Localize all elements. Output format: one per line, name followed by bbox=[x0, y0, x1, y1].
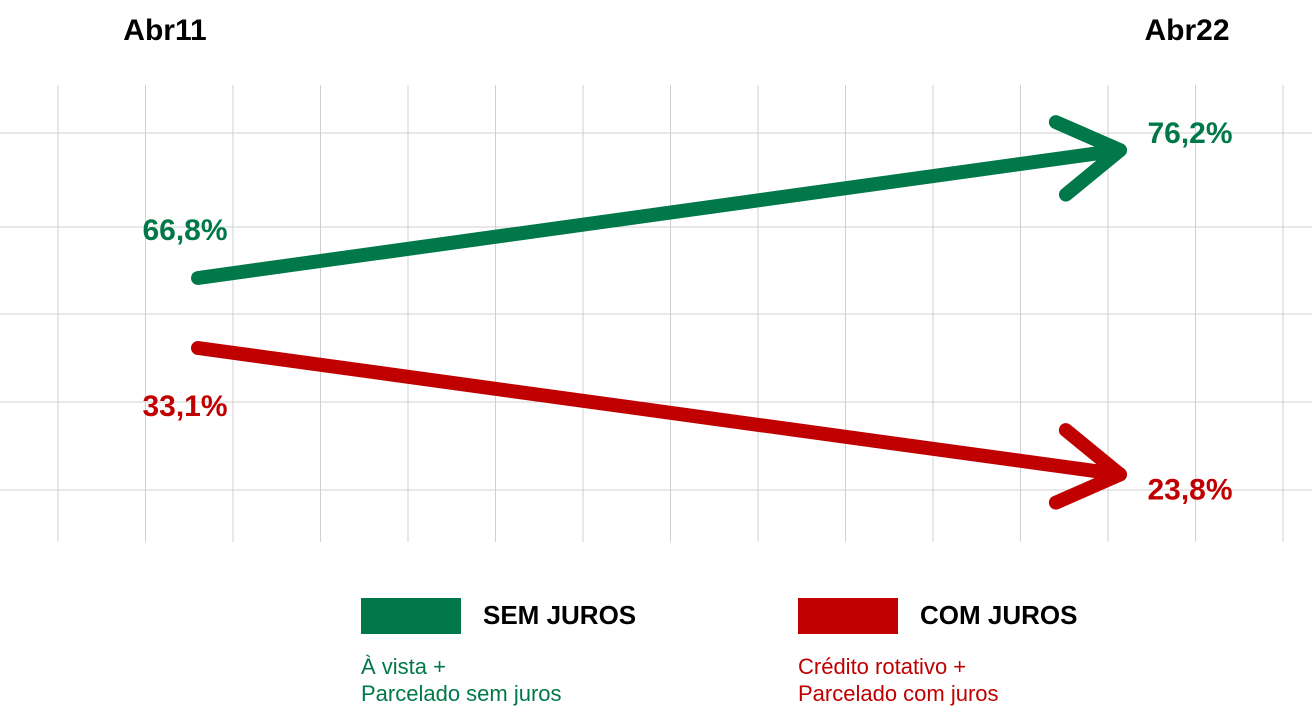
legend-swatch bbox=[798, 598, 898, 634]
value-label: 66,8% bbox=[142, 214, 227, 247]
arrow-head bbox=[1048, 115, 1127, 202]
slope-line bbox=[191, 341, 1127, 482]
legend-note: À vista + bbox=[361, 654, 446, 679]
legend-note: Parcelado sem juros bbox=[361, 681, 562, 706]
legend-note: Crédito rotativo + bbox=[798, 654, 966, 679]
value-label: 33,1% bbox=[142, 390, 227, 423]
arrow-head bbox=[1048, 423, 1127, 510]
slope-line bbox=[191, 143, 1127, 285]
value-label: 23,8% bbox=[1147, 473, 1232, 506]
value-label: 76,2% bbox=[1147, 117, 1232, 150]
category-label: Abr11 bbox=[123, 14, 206, 47]
legend-note: Parcelado com juros bbox=[798, 681, 999, 706]
legend-label: SEM JUROS bbox=[483, 600, 636, 630]
legend-label: COM JUROS bbox=[920, 600, 1077, 630]
category-label: Abr22 bbox=[1144, 14, 1229, 47]
legend-swatch bbox=[361, 598, 461, 634]
